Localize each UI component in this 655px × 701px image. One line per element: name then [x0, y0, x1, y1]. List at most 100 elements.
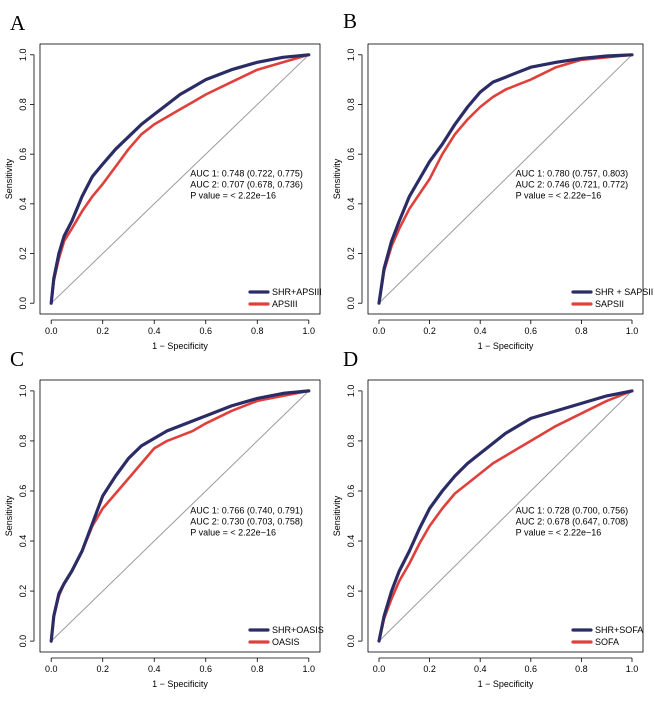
y-tick-label: 0.0 [346, 297, 356, 310]
x-tick-label: 0.0 [373, 326, 386, 336]
reference-diagonal [50, 390, 310, 642]
y-axis-title: Sensitivity [332, 495, 342, 536]
x-tick-label: 0.8 [251, 664, 264, 674]
roc-curve-combined [377, 389, 634, 643]
x-tick-label: 1.0 [303, 664, 316, 674]
x-tick-label: 0.6 [525, 326, 538, 336]
x-tick-label: 0.4 [148, 326, 161, 336]
y-tick-label: 0.4 [346, 198, 356, 211]
legend: SHR+OASIS OASIS [248, 625, 324, 647]
y-axis-title: Sensitivity [4, 158, 14, 199]
panel-letter: D [343, 347, 358, 371]
x-tick-label: 0.6 [525, 664, 538, 674]
legend-label: SHR + SAPSII [595, 287, 653, 297]
legend-label: APSIII [272, 299, 298, 309]
x-tick-label: 1.0 [626, 326, 639, 336]
x-tick-label: 0.4 [474, 664, 487, 674]
y-tick-label: 1.0 [346, 49, 356, 62]
y-axis-title: Sensitivity [4, 495, 14, 536]
p-value-text: P value = < 2.22e−16 [190, 190, 276, 200]
legend-label: SOFA [595, 637, 619, 647]
y-tick-label: 0.2 [18, 247, 28, 260]
auc2-text: AUC 2: 0.707 (0.678, 0.736) [190, 179, 303, 189]
x-tick-label: 1.0 [303, 326, 316, 336]
p-value-text: P value = < 2.22e−16 [190, 527, 276, 537]
y-tick-label: 0.8 [18, 435, 28, 448]
x-tick-label: 0.4 [148, 664, 161, 674]
panel-letter: B [343, 9, 357, 33]
x-tick-label: 0.8 [251, 326, 264, 336]
reference-diagonal [378, 390, 633, 642]
legend-label: SHR+APSIII [272, 287, 322, 297]
roc-curve-baseline [49, 53, 311, 305]
auc2-text: AUC 2: 0.730 (0.703, 0.758) [190, 516, 303, 526]
x-tick-label: 0.0 [45, 664, 58, 674]
y-tick-label: 0.2 [346, 585, 356, 598]
x-tick-label: 1.0 [626, 664, 639, 674]
auc1-text: AUC 1: 0.748 (0.722, 0.775) [190, 168, 303, 178]
y-tick-label: 0.2 [18, 585, 28, 598]
x-axis-title: 1 − Specificity [152, 679, 208, 689]
panel-letter: A [10, 11, 26, 35]
y-tick-label: 0.8 [18, 98, 28, 111]
plot-frame [39, 43, 321, 315]
p-value-text: P value = < 2.22e−16 [516, 527, 602, 537]
reference-diagonal [50, 54, 310, 304]
x-tick-label: 0.4 [474, 326, 487, 336]
reference-diagonal [378, 54, 633, 304]
y-tick-label: 1.0 [18, 49, 28, 62]
x-axis-title: 1 − Specificity [478, 341, 534, 351]
legend: SHR+SOFA SOFA [571, 625, 643, 647]
x-tick-label: 0.8 [575, 664, 588, 674]
legend-label: SHR+SOFA [595, 625, 643, 635]
x-tick-label: 0.0 [45, 326, 58, 336]
x-tick-label: 0.2 [96, 326, 109, 336]
y-axis-title: Sensitivity [332, 158, 342, 199]
roc-panel-b: B 0.0 0.2 0.4 0.6 0.8 1.0 0.0 0.2 0.4 0.6 0.8 1.0 1 −… [332, 9, 653, 351]
x-tick-label: 0.8 [575, 326, 588, 336]
auc1-text: AUC 1: 0.766 (0.740, 0.791) [190, 505, 303, 515]
x-tick-label: 0.2 [423, 326, 436, 336]
legend-label: OASIS [272, 637, 300, 647]
roc-curve-combined [49, 389, 311, 643]
auc2-text: AUC 2: 0.678 (0.647, 0.708) [516, 516, 629, 526]
roc-curve-combined [49, 53, 311, 305]
y-tick-label: 0.4 [18, 198, 28, 211]
x-tick-label: 0.2 [423, 664, 436, 674]
x-tick-label: 0.0 [373, 664, 386, 674]
y-tick-label: 0.6 [18, 148, 28, 161]
y-tick-label: 0.0 [18, 635, 28, 648]
y-tick-label: 1.0 [346, 385, 356, 398]
panel-letter: C [10, 347, 24, 371]
plot-frame [39, 379, 321, 653]
y-tick-label: 0.4 [346, 535, 356, 548]
y-tick-label: 0.6 [346, 485, 356, 498]
y-tick-label: 0.2 [346, 247, 356, 260]
roc-panel-c: C 0.0 0.2 0.4 0.6 0.8 1.0 0.0 0.2 0.4 0.6 0.8 1.0 1 −… [4, 347, 324, 689]
x-axis-title: 1 − Specificity [478, 679, 534, 689]
y-tick-label: 0.0 [18, 297, 28, 310]
plot-frame [367, 43, 644, 315]
legend: SHR+APSIII APSIII [248, 287, 322, 309]
x-axis-title: 1 − Specificity [152, 341, 208, 351]
x-tick-label: 0.2 [96, 664, 109, 674]
roc-panel-d: D 0.0 0.2 0.4 0.6 0.8 1.0 0.0 0.2 0.4 0.6 0.8 1.0 1 −… [332, 347, 644, 689]
auc1-text: AUC 1: 0.728 (0.700, 0.756) [516, 505, 629, 515]
plot-frame [367, 379, 644, 653]
y-tick-label: 0.0 [346, 635, 356, 648]
roc-panel-a: A 0.0 0.2 0.4 0.6 0.8 1.0 0.0 0.2 0.4 0.6 0.8 1.0 1 −… [4, 11, 322, 351]
y-tick-label: 1.0 [18, 385, 28, 398]
y-tick-label: 0.6 [346, 148, 356, 161]
legend-label: SAPSII [595, 299, 624, 309]
x-tick-label: 0.6 [200, 326, 213, 336]
y-tick-label: 0.4 [18, 535, 28, 548]
auc2-text: AUC 2: 0.746 (0.721, 0.772) [516, 179, 629, 189]
legend: SHR + SAPSII SAPSII [571, 287, 653, 309]
y-tick-label: 0.6 [18, 485, 28, 498]
y-tick-label: 0.8 [346, 98, 356, 111]
x-tick-label: 0.6 [200, 664, 213, 674]
roc-curve-baseline [377, 53, 634, 305]
legend-label: SHR+OASIS [272, 625, 324, 635]
p-value-text: P value = < 2.22e−16 [516, 190, 602, 200]
roc-curve-combined [377, 53, 634, 305]
